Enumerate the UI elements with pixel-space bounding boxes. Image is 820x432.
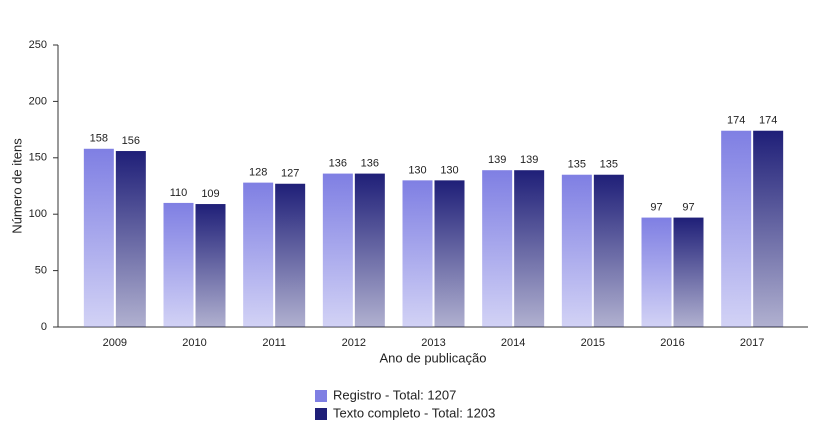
bar [593,174,624,327]
x-tick-label: 2016 [660,337,684,349]
bar [641,217,672,327]
value-label: 136 [329,157,347,169]
legend-swatch [315,390,327,402]
y-axis-title: Número de itens [9,138,24,234]
x-tick-label: 2010 [182,337,206,349]
y-tick-label: 250 [29,39,47,51]
legend-label: Texto completo - Total: 1203 [333,405,495,420]
y-tick-label: 150 [29,152,47,164]
value-label: 158 [90,133,108,145]
value-label: 174 [727,115,745,127]
y-tick-label: 50 [35,265,47,277]
value-label: 127 [281,168,299,180]
x-tick-label: 2014 [501,337,525,349]
x-axis-title: Ano de publicação [380,350,487,365]
value-label: 139 [520,154,538,166]
value-label: 174 [759,115,777,127]
legend-swatch [315,408,327,420]
x-tick-label: 2013 [421,337,445,349]
value-label: 97 [682,201,694,213]
value-label: 139 [488,154,506,166]
bar [402,180,433,327]
y-tick-label: 200 [29,95,47,107]
value-label: 97 [650,201,662,213]
bar [434,180,465,327]
bar [514,170,545,327]
value-label: 135 [600,159,618,171]
legend-label: Registro - Total: 1207 [333,387,456,402]
bar [721,130,752,327]
value-label: 130 [440,164,458,176]
bar [115,151,146,327]
y-tick-label: 0 [41,321,47,333]
value-label: 136 [361,157,379,169]
y-tick-label: 100 [29,208,47,220]
bar [673,217,704,327]
x-tick-label: 2009 [103,337,127,349]
bar [561,174,592,327]
bar [163,202,194,327]
value-label: 156 [122,135,140,147]
x-tick-label: 2011 [262,337,286,349]
value-label: 130 [408,164,426,176]
value-label: 110 [170,187,188,199]
bar [753,130,784,327]
bar [322,173,353,327]
bar [354,173,385,327]
x-tick-label: 2012 [342,337,366,349]
bar [195,204,226,327]
value-label: 128 [249,167,267,179]
value-label: 135 [568,159,586,171]
x-tick-label: 2015 [581,337,605,349]
bar [243,182,274,327]
x-tick-label: 2017 [740,337,764,349]
bar [482,170,513,327]
value-label: 109 [201,188,219,200]
bar [83,148,114,327]
bar [275,183,306,327]
